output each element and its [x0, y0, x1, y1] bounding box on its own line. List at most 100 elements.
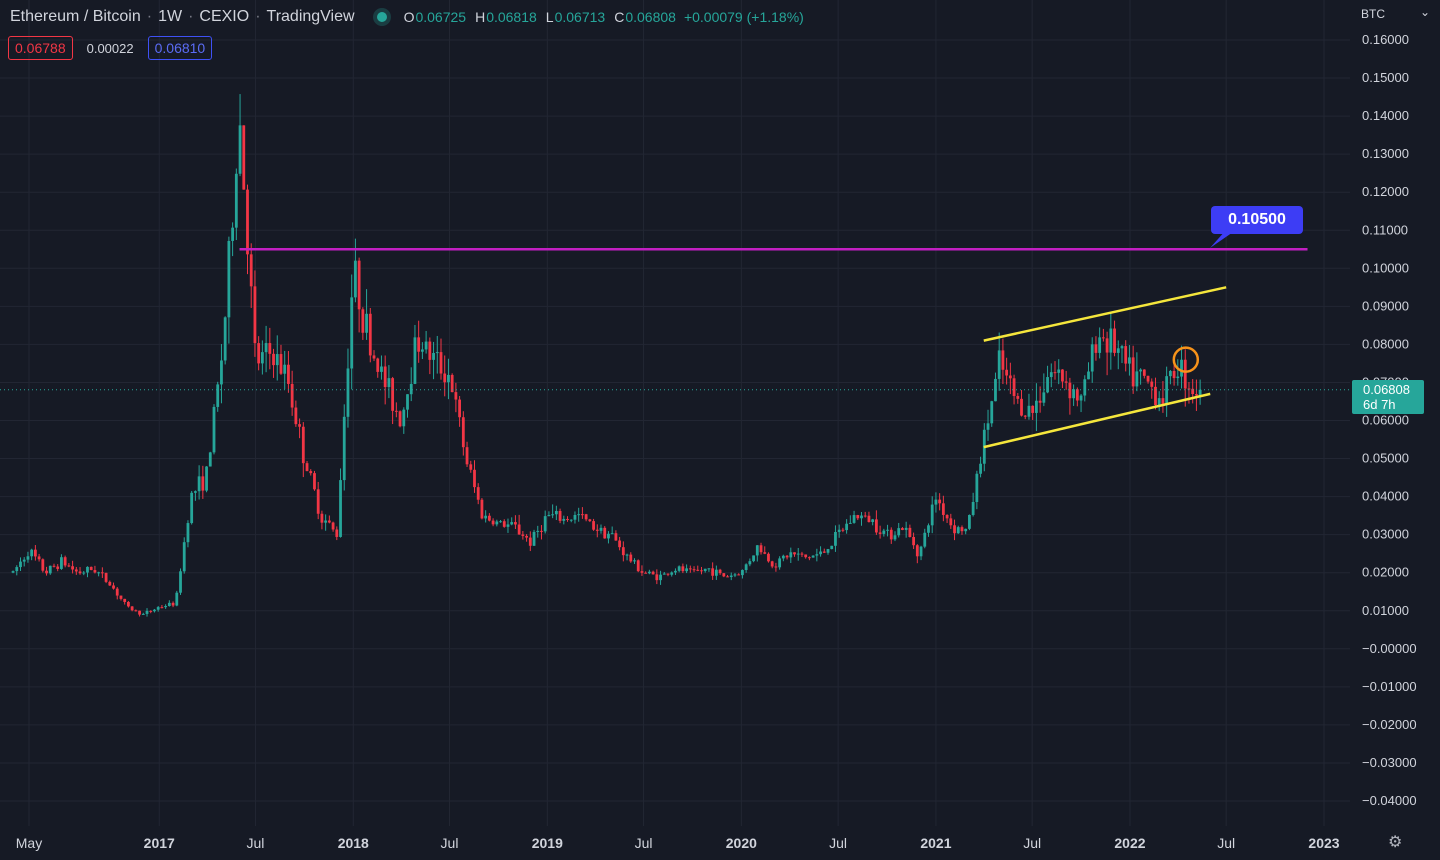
candles	[11, 94, 1202, 617]
candle-body	[1001, 350, 1005, 370]
candle-body	[175, 592, 179, 606]
candle-body	[354, 260, 357, 298]
candle-body	[1094, 344, 1098, 353]
candle-body	[1154, 386, 1157, 406]
currency-label[interactable]: BTC	[1361, 7, 1385, 21]
candle-body	[123, 598, 127, 602]
candle-body	[1168, 371, 1172, 377]
candle-body	[499, 521, 502, 523]
candle-body	[625, 554, 629, 556]
level-price-label[interactable]: 0.10500	[1211, 206, 1303, 234]
candle-body	[19, 561, 22, 568]
candle-body	[182, 542, 186, 572]
candle-body	[313, 473, 316, 490]
candle-body	[971, 501, 975, 515]
candle-body	[614, 533, 618, 541]
candle-body	[108, 581, 112, 586]
high-key: H	[475, 9, 486, 25]
market-status-icon[interactable]	[376, 12, 387, 22]
y-tick-label: 0.16000	[1362, 32, 1409, 47]
candle-body	[141, 613, 145, 615]
x-tick-label: 2020	[726, 835, 757, 851]
candle-body	[1124, 346, 1128, 364]
y-tick-label: 0.03000	[1362, 527, 1409, 542]
candle-body	[633, 560, 636, 562]
chevron-down-icon[interactable]: ⌄	[1420, 5, 1431, 19]
candle-body	[424, 341, 428, 350]
candle-body	[11, 571, 15, 573]
candle-body	[525, 535, 528, 538]
y-tick-label: 0.08000	[1362, 336, 1409, 351]
candle-body	[577, 514, 581, 516]
gear-icon[interactable]: ⚙	[1388, 834, 1403, 851]
candle-body	[1142, 369, 1146, 376]
y-tick-label: 0.04000	[1362, 489, 1409, 504]
price-axis: 0.16000 0.15000 0.14000 0.13000 0.12000 0.110…	[1362, 32, 1417, 808]
bid-price[interactable]: 0.06788	[8, 36, 73, 60]
candle-body	[130, 606, 134, 611]
candle-body	[179, 571, 182, 593]
last-price-tag: 0.06808 6d 7h	[1352, 380, 1424, 414]
candle-body	[874, 519, 878, 533]
interval-label[interactable]: 1W	[158, 8, 183, 25]
candle-body	[391, 378, 395, 411]
quote-pills: 0.06788 0.00022 0.06810	[8, 36, 213, 60]
open-value: 0.06725	[415, 9, 467, 25]
candle-body	[63, 557, 67, 566]
symbol-name[interactable]: Ethereum / Bitcoin	[10, 8, 141, 25]
candle-body	[1090, 344, 1094, 372]
candle-body	[205, 466, 208, 491]
candle-body	[714, 569, 718, 576]
candle-body	[220, 360, 223, 385]
candle-body	[1183, 359, 1187, 389]
candle-body	[86, 566, 89, 573]
candle-body	[231, 227, 235, 241]
candle-body	[97, 572, 101, 574]
candle-body	[264, 343, 268, 353]
candle-body	[562, 518, 566, 521]
candle-body	[93, 570, 97, 573]
candle-body	[290, 383, 294, 408]
candle-body	[1075, 389, 1079, 401]
x-tick-label: Jul	[1023, 835, 1041, 851]
candle-body	[413, 337, 417, 384]
high-value: 0.06818	[486, 9, 537, 25]
candle-body	[283, 364, 287, 374]
candle-body	[1053, 372, 1057, 374]
candle-body	[789, 552, 793, 558]
candle-body	[1023, 415, 1027, 417]
candle-body	[629, 554, 633, 562]
candle-body	[711, 568, 715, 576]
candle-body	[112, 585, 115, 589]
candle-body	[212, 406, 216, 453]
candle-body	[919, 546, 923, 557]
candle-body	[837, 529, 841, 532]
candle-body	[320, 513, 324, 523]
candle-body	[201, 476, 205, 491]
candle-body	[234, 173, 238, 228]
candle-body	[867, 515, 871, 523]
y-tick-label: −0.00000	[1362, 641, 1417, 656]
candle-body	[1016, 396, 1020, 399]
candle-body	[216, 384, 220, 407]
candle-body	[387, 378, 391, 388]
candle-body	[1198, 389, 1202, 396]
candle-body	[934, 499, 938, 505]
candle-body	[1172, 371, 1176, 379]
candle-body	[48, 565, 52, 574]
candle-body	[1079, 395, 1083, 401]
candle-body	[770, 561, 774, 567]
x-tick-label: 2023	[1308, 835, 1339, 851]
candle-body	[432, 353, 435, 360]
ask-price[interactable]: 0.06810	[147, 36, 213, 60]
candle-body	[238, 125, 242, 174]
highlight-circle	[1172, 346, 1200, 373]
y-tick-label: 0.11000	[1362, 222, 1408, 237]
candle-body	[1049, 372, 1053, 378]
channel-upper-line	[983, 286, 1227, 342]
candle-body	[454, 392, 458, 400]
change-value: +0.00079 (+1.18%)	[683, 9, 804, 25]
candle-body	[350, 297, 354, 369]
candle-body	[15, 567, 19, 572]
